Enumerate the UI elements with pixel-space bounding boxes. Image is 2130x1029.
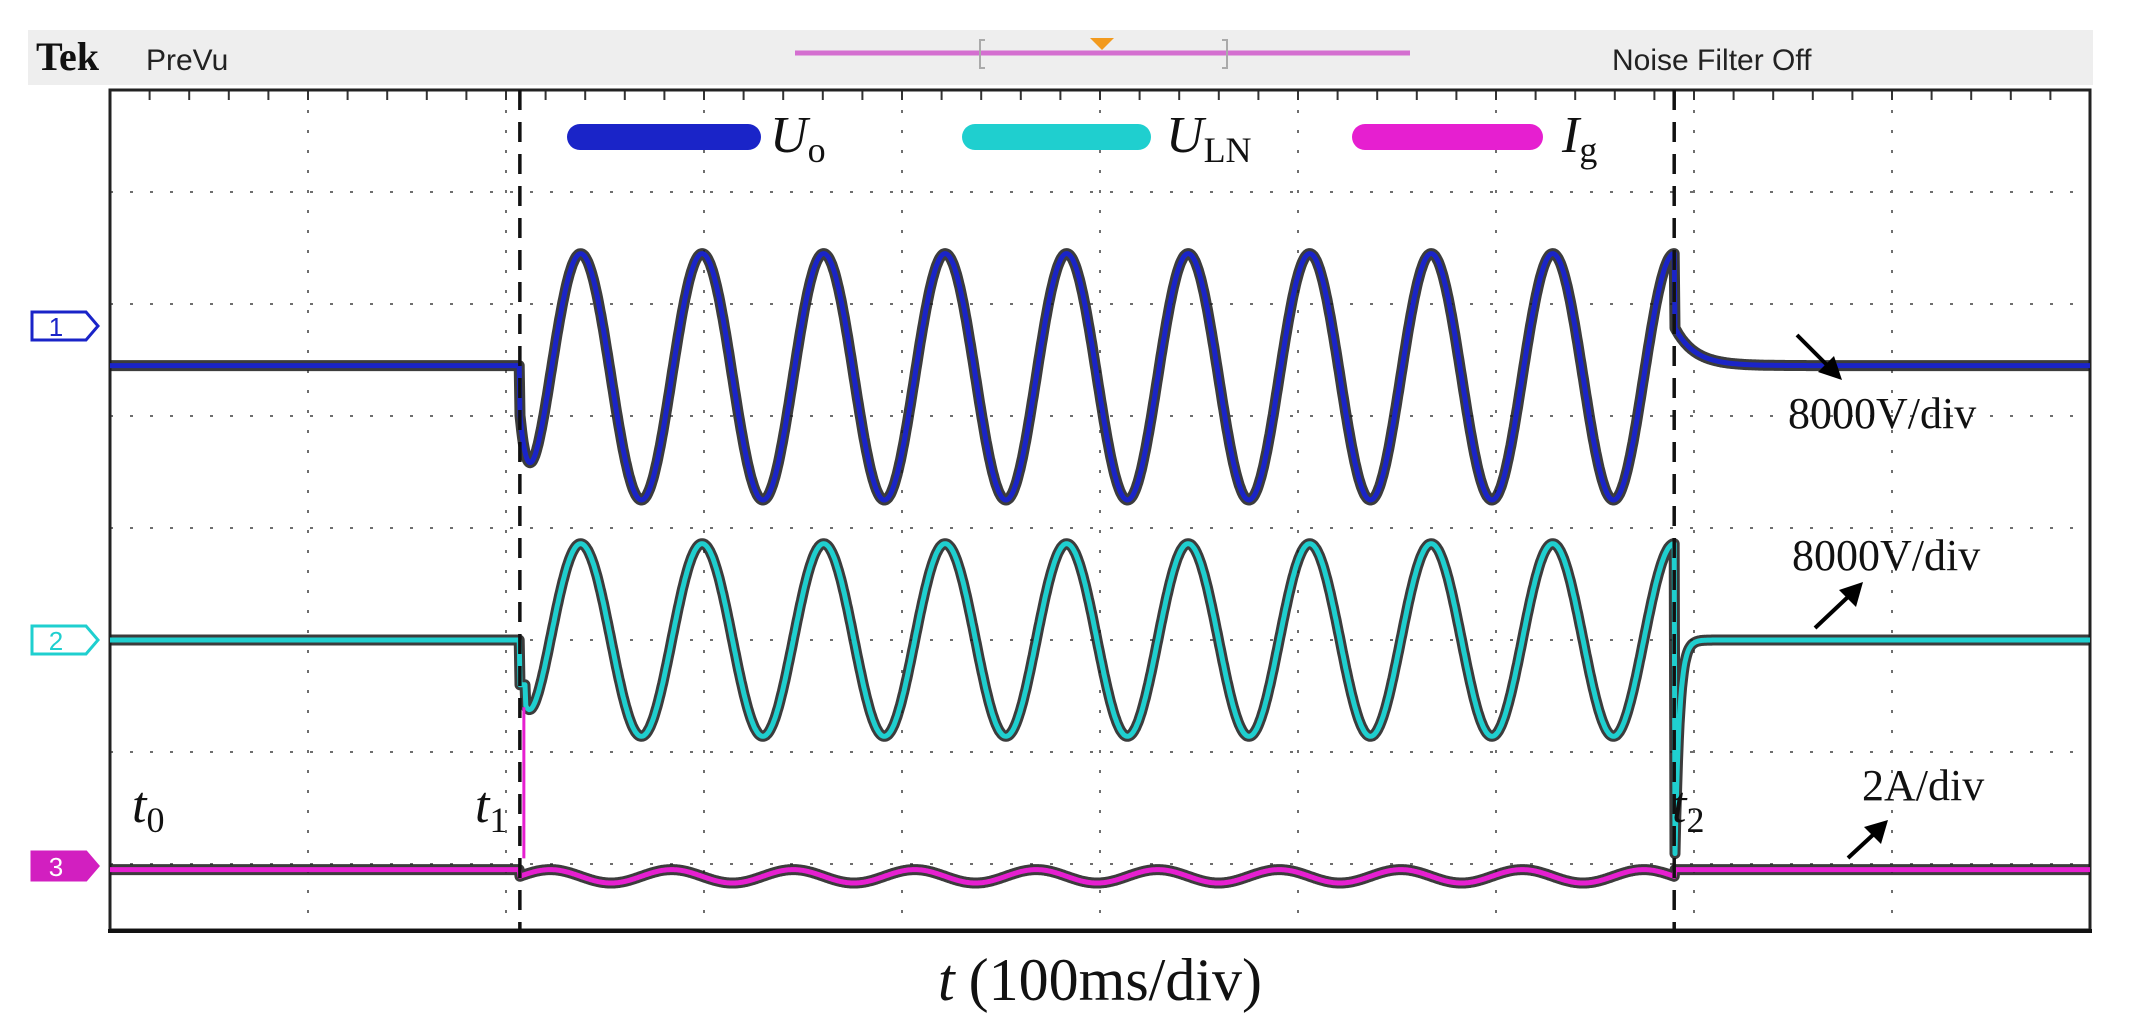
scale-annotation-ch2: 8000V/div (1792, 531, 1980, 630)
legend-label-uln: ULN (1166, 107, 1252, 170)
scale-arrow-ch2 (1813, 593, 1852, 630)
scale-annotation-ch1: 8000V/div (1788, 333, 1976, 438)
trace-uln (108, 541, 2092, 857)
legend: Uo ULN Ig (567, 107, 1597, 170)
trace-uo (108, 251, 2092, 503)
legend-label-ig: Ig (1561, 107, 1597, 170)
x-axis-label: t (100ms/div) (938, 947, 1262, 1013)
scale-label-ch3: 2A/div (1862, 761, 1984, 810)
legend-label-uo: Uo (770, 107, 826, 170)
graticule (109, 90, 2091, 930)
trigger-position-marker (1090, 38, 1114, 50)
channel-1-marker: 1 (30, 310, 100, 342)
trace-ig (108, 867, 2092, 886)
scale-arrow-ch1 (1795, 333, 1832, 370)
time-label-t1: t1 (475, 777, 507, 840)
channel-2-marker: 2 (30, 624, 100, 656)
scale-annotation-ch3: 2A/div (1846, 761, 1984, 860)
channel-2-marker-label: 2 (49, 626, 63, 656)
noise-filter-status: Noise Filter Off (1612, 44, 1812, 77)
scale-arrowhead-ch1 (1818, 356, 1842, 380)
scale-arrowhead-ch2 (1839, 582, 1863, 607)
view-window-bracket (979, 39, 1228, 69)
channel-3-marker-label: 3 (49, 852, 63, 882)
scale-label-ch1: 8000V/div (1788, 389, 1976, 438)
channel-1-marker-label: 1 (49, 312, 63, 342)
scale-arrow-ch3 (1846, 831, 1877, 860)
channel-3-marker: 3 (30, 850, 100, 882)
mode-label: PreVu (146, 44, 228, 77)
scale-label-ch2: 8000V/div (1792, 531, 1980, 580)
event-markers (518, 90, 1676, 930)
trace-layer (105, 248, 2095, 889)
time-label-t0: t0 (132, 777, 164, 840)
time-label-t2: t2 (1672, 777, 1704, 840)
scale-arrowhead-ch3 (1864, 820, 1888, 844)
brand-label: Tek (36, 34, 100, 79)
header-bar (28, 30, 2093, 85)
